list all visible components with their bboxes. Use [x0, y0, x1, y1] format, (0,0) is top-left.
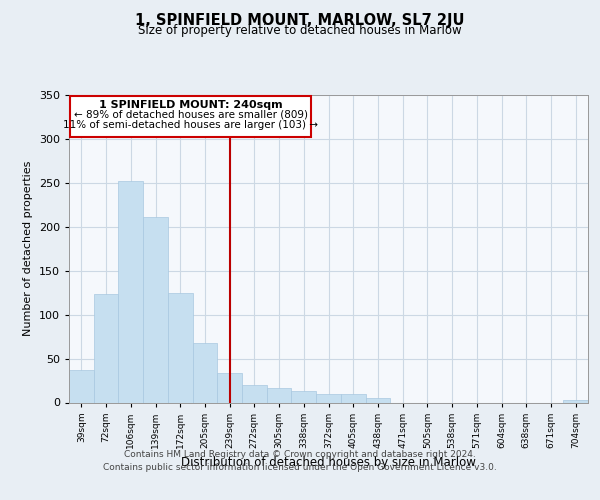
Bar: [69, 370, 94, 402]
Bar: [143, 217, 168, 402]
Text: Contains HM Land Registry data © Crown copyright and database right 2024.: Contains HM Land Registry data © Crown c…: [124, 450, 476, 459]
Bar: [341, 394, 365, 402]
Bar: [267, 388, 292, 402]
Bar: [94, 294, 118, 403]
Bar: [193, 343, 217, 402]
Text: 11% of semi-detached houses are larger (103) →: 11% of semi-detached houses are larger (…: [63, 120, 318, 130]
Text: Contains public sector information licensed under the Open Government Licence v3: Contains public sector information licen…: [103, 462, 497, 471]
Bar: [365, 398, 390, 402]
Y-axis label: Number of detached properties: Number of detached properties: [23, 161, 33, 336]
Bar: [217, 372, 242, 402]
Bar: [316, 394, 341, 402]
Text: 1 SPINFIELD MOUNT: 240sqm: 1 SPINFIELD MOUNT: 240sqm: [99, 100, 283, 110]
Bar: [118, 181, 143, 402]
Bar: [168, 292, 193, 403]
Text: Size of property relative to detached houses in Marlow: Size of property relative to detached ho…: [138, 24, 462, 37]
X-axis label: Distribution of detached houses by size in Marlow: Distribution of detached houses by size …: [181, 456, 476, 469]
Bar: [563, 400, 588, 402]
Text: ← 89% of detached houses are smaller (809): ← 89% of detached houses are smaller (80…: [74, 110, 308, 120]
Bar: [292, 391, 316, 402]
Bar: [70, 96, 311, 137]
Text: 1, SPINFIELD MOUNT, MARLOW, SL7 2JU: 1, SPINFIELD MOUNT, MARLOW, SL7 2JU: [135, 12, 465, 28]
Bar: [242, 385, 267, 402]
